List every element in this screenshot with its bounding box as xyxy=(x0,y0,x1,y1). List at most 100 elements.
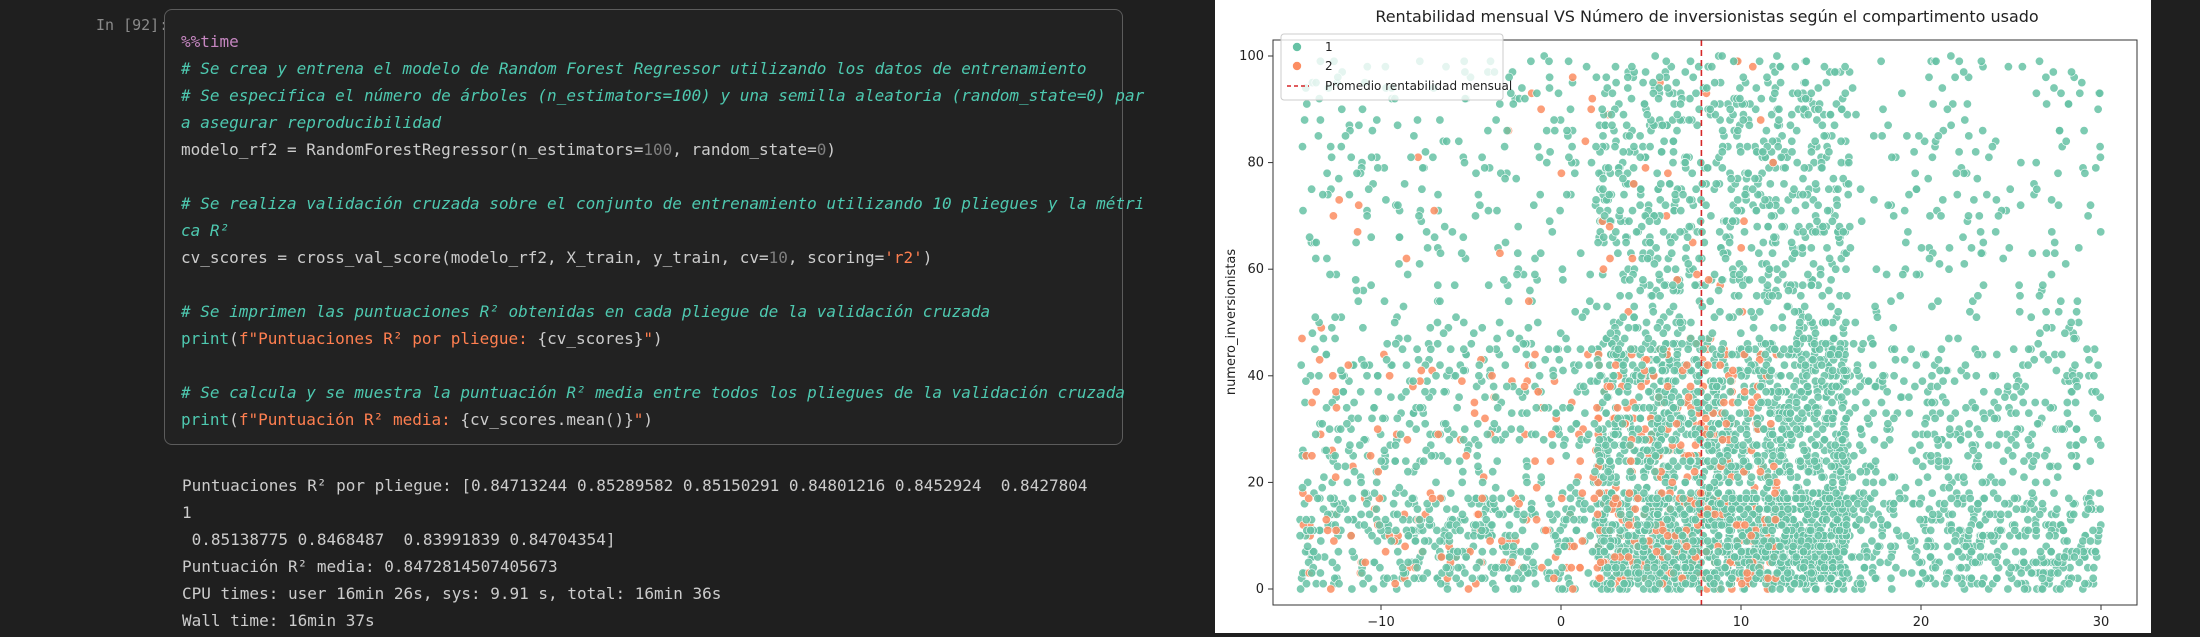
point-series-1 xyxy=(1671,264,1681,274)
point-series-1 xyxy=(1922,429,1932,439)
point-series-1 xyxy=(1889,344,1899,354)
point-series-1 xyxy=(1897,88,1907,98)
code-cell[interactable]: %%time # Se crea y entrena el modelo de R… xyxy=(164,9,1144,445)
output-line: CPU times: user 16min 26s, sys: 9.91 s, … xyxy=(182,584,722,603)
point-series-1 xyxy=(1458,232,1468,242)
point-series-2 xyxy=(1469,397,1479,407)
point-series-1 xyxy=(1911,456,1921,466)
point-series-1 xyxy=(1705,296,1715,306)
point-series-1 xyxy=(1944,264,1954,274)
point-series-1 xyxy=(1296,360,1306,370)
point-series-1 xyxy=(1364,184,1374,194)
point-series-1 xyxy=(2024,344,2034,354)
point-series-1 xyxy=(1833,184,1843,194)
point-series-1 xyxy=(2095,152,2105,162)
point-series-1 xyxy=(1687,168,1697,178)
point-series-1 xyxy=(1511,344,1521,354)
point-series-1 xyxy=(1644,216,1654,226)
point-series-1 xyxy=(1742,142,1752,152)
point-series-1 xyxy=(1403,467,1413,477)
point-series-1 xyxy=(1856,184,1866,194)
point-series-1 xyxy=(1827,397,1837,407)
point-series-1 xyxy=(1889,413,1899,423)
point-series-1 xyxy=(2000,392,2010,402)
point-series-1 xyxy=(1321,445,1331,455)
point-series-1 xyxy=(1672,126,1682,136)
point-series-2 xyxy=(1307,451,1317,461)
point-series-1 xyxy=(1944,333,1954,343)
point-series-2 xyxy=(1624,488,1634,498)
point-series-1 xyxy=(1966,547,1976,557)
point-series-1 xyxy=(1706,211,1716,221)
point-series-1 xyxy=(1386,536,1396,546)
code-token: 100 xyxy=(643,140,673,159)
point-series-1 xyxy=(1564,56,1574,66)
point-series-1 xyxy=(1650,451,1660,461)
point-series-1 xyxy=(1992,440,2002,450)
point-series-1 xyxy=(1703,392,1713,402)
point-series-1 xyxy=(1570,307,1580,317)
point-series-1 xyxy=(1489,419,1499,429)
output-line: 0.85138775 0.8468487 0.83991839 0.847043… xyxy=(182,530,616,549)
point-series-1 xyxy=(1557,584,1567,594)
point-series-1 xyxy=(1738,440,1748,450)
point-series-1 xyxy=(1668,280,1678,290)
point-series-1 xyxy=(1676,397,1686,407)
point-series-1 xyxy=(1812,429,1822,439)
point-series-1 xyxy=(1915,515,1925,525)
point-series-1 xyxy=(2066,317,2076,327)
point-series-1 xyxy=(1576,248,1586,258)
code-editor[interactable]: %%time # Se crea y entrena el modelo de R… xyxy=(181,28,1144,433)
point-series-1 xyxy=(1934,456,1944,466)
cell-prompt: In [92]: xyxy=(96,16,169,34)
point-series-2 xyxy=(1326,584,1336,594)
point-series-1 xyxy=(1959,67,1969,77)
point-series-1 xyxy=(2092,413,2102,423)
point-series-1 xyxy=(1956,563,1966,573)
point-series-1 xyxy=(1800,360,1810,370)
point-series-2 xyxy=(1663,531,1673,541)
point-series-1 xyxy=(1767,429,1777,439)
point-series-1 xyxy=(1715,227,1725,237)
point-series-1 xyxy=(1327,557,1337,567)
point-series-1 xyxy=(1629,301,1639,311)
point-series-1 xyxy=(1683,232,1693,242)
point-series-1 xyxy=(1707,62,1717,72)
point-series-1 xyxy=(2042,323,2052,333)
point-series-1 xyxy=(2083,211,2093,221)
point-series-1 xyxy=(1425,323,1435,333)
point-series-1 xyxy=(1691,184,1701,194)
point-series-1 xyxy=(1752,291,1762,301)
point-series-1 xyxy=(2078,536,2088,546)
code-token: , random_state= xyxy=(672,140,817,159)
point-series-1 xyxy=(1770,504,1780,514)
point-series-1 xyxy=(1979,387,1989,397)
point-series-1 xyxy=(2006,563,2016,573)
point-series-1 xyxy=(1665,504,1675,514)
point-series-1 xyxy=(1960,360,1970,370)
point-series-1 xyxy=(2088,525,2098,535)
point-series-1 xyxy=(1772,51,1782,61)
point-series-1 xyxy=(1813,104,1823,114)
point-series-1 xyxy=(1891,563,1901,573)
point-series-1 xyxy=(1450,504,1460,514)
point-series-1 xyxy=(1939,499,1949,509)
point-series-1 xyxy=(1549,115,1559,125)
point-series-1 xyxy=(1615,291,1625,301)
point-series-2 xyxy=(1485,536,1495,546)
point-series-2 xyxy=(1536,104,1546,114)
point-series-2 xyxy=(1321,515,1331,525)
point-series-1 xyxy=(1773,142,1783,152)
point-series-1 xyxy=(1952,573,1962,583)
point-series-1 xyxy=(1811,179,1821,189)
point-series-2 xyxy=(1307,397,1317,407)
point-series-1 xyxy=(1599,536,1609,546)
point-series-1 xyxy=(1336,365,1346,375)
point-series-1 xyxy=(1478,477,1488,487)
point-series-1 xyxy=(2047,195,2057,205)
point-series-1 xyxy=(1491,584,1501,594)
point-series-1 xyxy=(1420,419,1430,429)
point-series-1 xyxy=(1586,158,1596,168)
point-series-1 xyxy=(2057,424,2067,434)
point-series-1 xyxy=(1964,131,1974,141)
